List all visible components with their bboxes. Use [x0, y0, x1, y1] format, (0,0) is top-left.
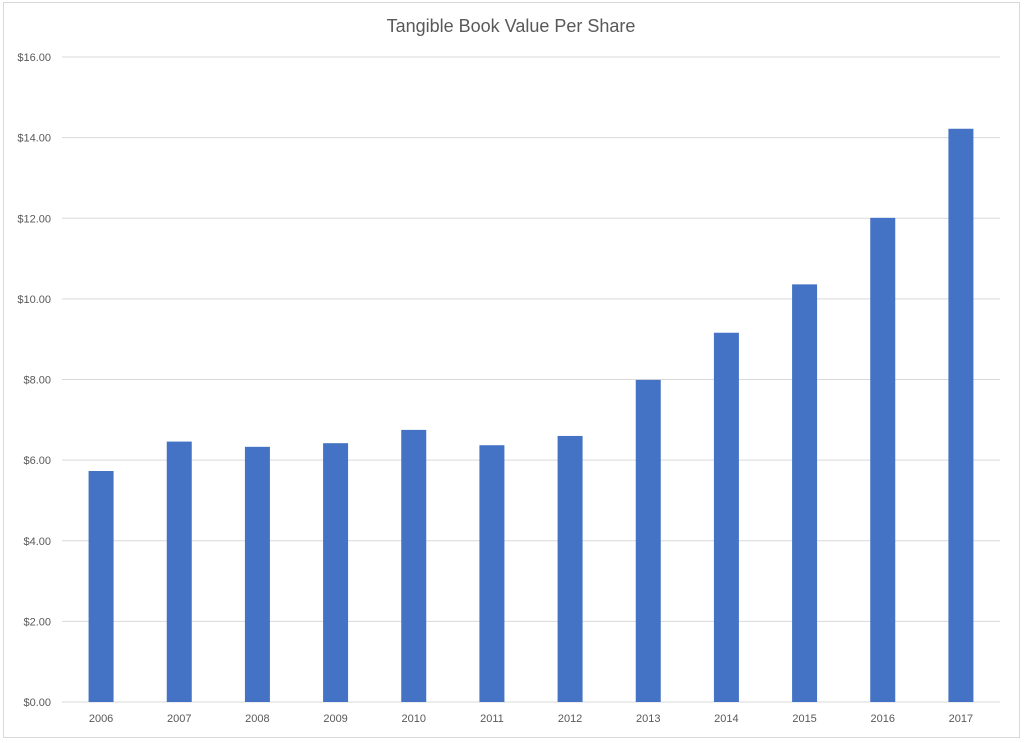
y-axis-ticks: $0.00 $2.00 $4.00 $6.00 $8.00 $10.00 $12.00 $14…: [17, 52, 51, 709]
y-tick-label: $2.00: [23, 616, 51, 628]
gridlines: [62, 56, 1000, 703]
x-tick-label: 2013: [636, 713, 660, 725]
bars: [88, 128, 974, 703]
bar-2017: [948, 128, 974, 703]
x-tick-label: 2017: [949, 713, 973, 725]
x-axis-ticks: 2006 2007 2008 2009 2010 2011 2012 2013 2014 2015…: [89, 713, 973, 725]
x-tick-label: 2006: [89, 713, 113, 725]
x-tick-label: 2007: [167, 713, 191, 725]
y-tick-label: $4.00: [23, 536, 51, 548]
y-tick-label: $0.00: [23, 697, 51, 709]
chart-title: Tangible Book Value Per Share: [386, 16, 636, 36]
y-tick-label: $8.00: [23, 375, 51, 387]
x-tick-label: 2008: [245, 713, 269, 725]
bar-2012: [557, 435, 583, 702]
bar-2007: [166, 441, 192, 702]
x-tick-label: 2014: [714, 713, 738, 725]
bar-2016: [870, 217, 896, 703]
bar-2009: [323, 443, 349, 702]
x-tick-label: 2016: [871, 713, 895, 725]
y-tick-label: $14.00: [17, 133, 51, 145]
bar-2013: [635, 379, 661, 702]
y-tick-label: $12.00: [17, 213, 51, 225]
x-tick-label: 2012: [558, 713, 582, 725]
x-tick-label: 2011: [480, 713, 504, 725]
x-tick-label: 2010: [402, 713, 426, 725]
bar-2015: [792, 284, 818, 702]
x-tick-label: 2009: [323, 713, 347, 725]
bar-2014: [713, 332, 739, 702]
bar-2008: [244, 446, 270, 702]
x-tick-label: 2015: [792, 713, 816, 725]
y-tick-label: $16.00: [17, 52, 51, 64]
y-tick-label: $6.00: [23, 455, 51, 467]
bar-2010: [401, 429, 427, 702]
bar-2006: [88, 471, 114, 702]
bar-2011: [479, 445, 505, 702]
y-tick-label: $10.00: [17, 294, 51, 306]
